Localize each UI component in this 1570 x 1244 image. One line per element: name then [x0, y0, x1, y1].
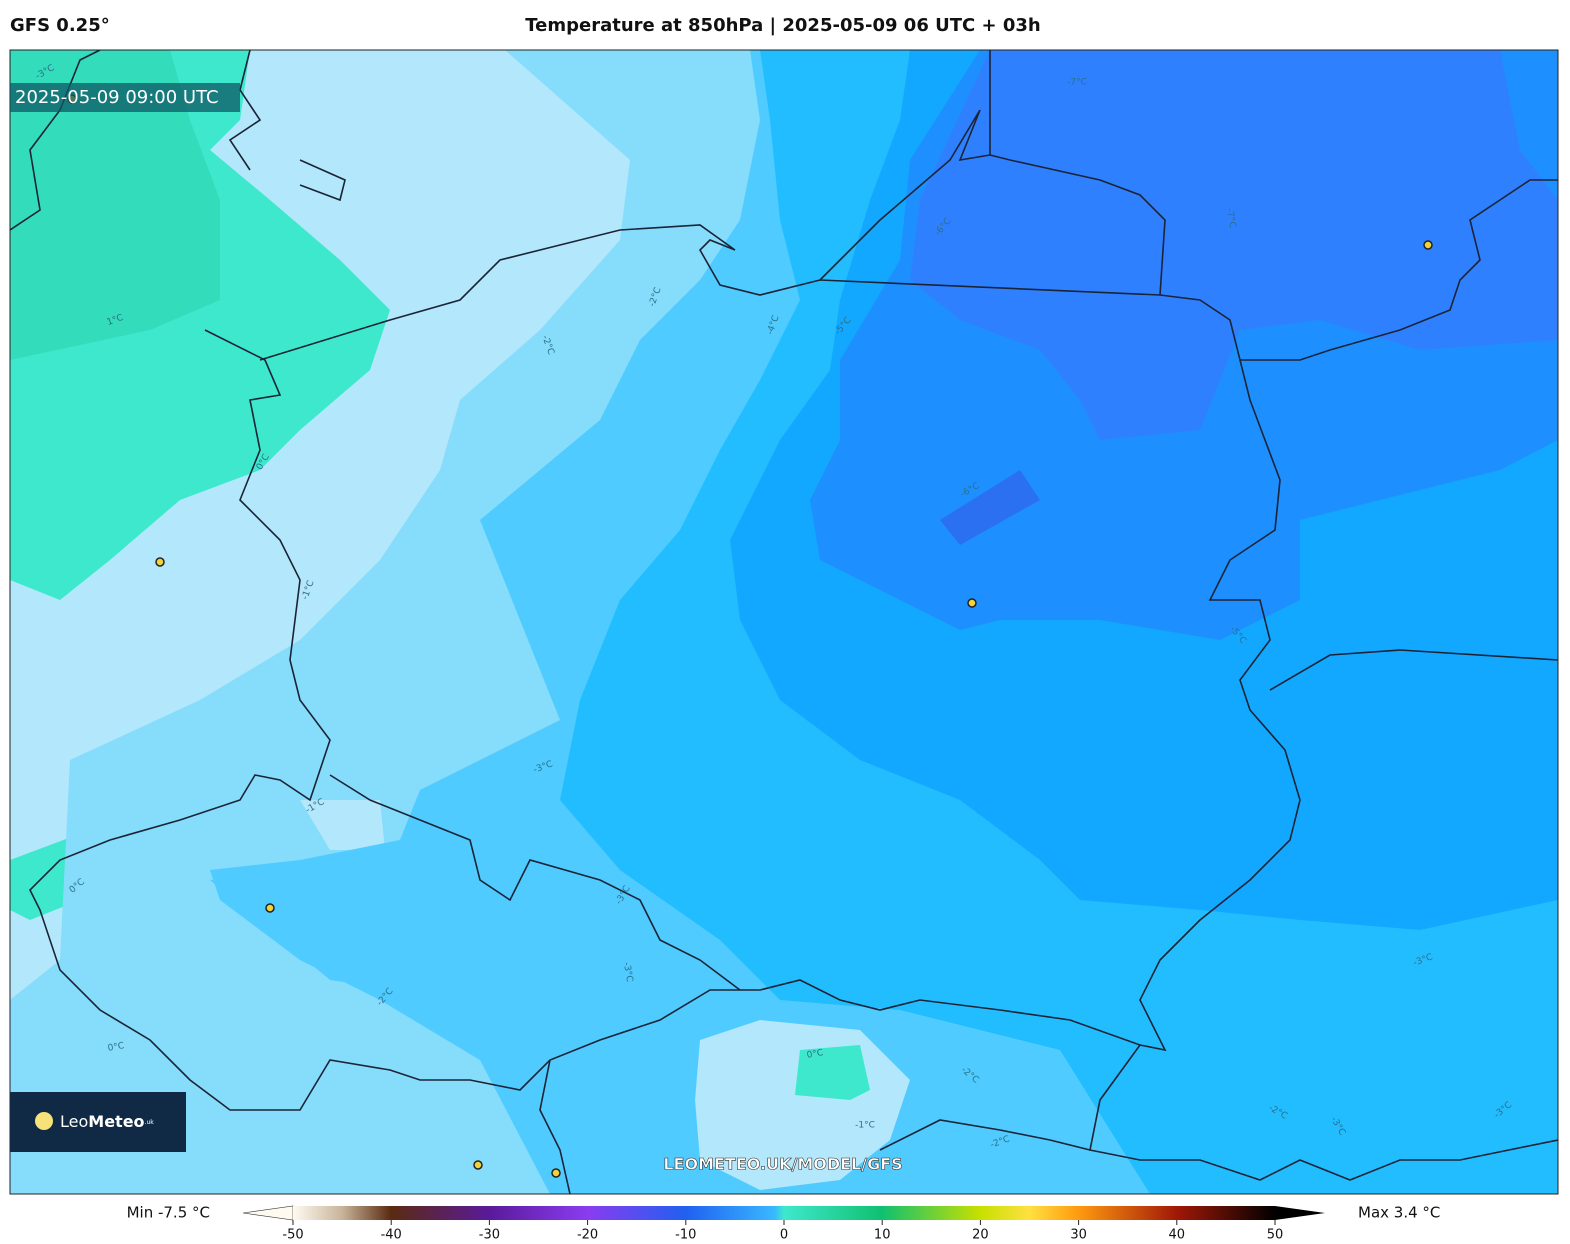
model-name: GFS 0.25° [10, 15, 110, 36]
contour-label: -7°C [1067, 78, 1087, 88]
colorbar-tick-label: -30 [479, 1228, 500, 1243]
colorbar-tick-label: 50 [1267, 1228, 1284, 1243]
colorbar-tick-label: -50 [282, 1228, 303, 1243]
colorbar-low-extend [242, 1205, 294, 1221]
svg-text:LeoMeteo.uk: LeoMeteo.uk [60, 1112, 154, 1131]
colorbar-tick-label: 0 [780, 1228, 788, 1243]
borders [10, 50, 1558, 1194]
logo-meteo: Meteo [88, 1112, 144, 1131]
colorbar-tick-label: -10 [675, 1228, 696, 1243]
min-label: Min -7.5 °C [127, 1204, 210, 1222]
colorbar-tick-label: 10 [874, 1228, 891, 1243]
temperature-field: -3°C1°C0°C-1°C-1°C0°C-2°C0°C-2°C-2°C-3°C… [10, 50, 1558, 1194]
logo-leo: Leo [60, 1112, 88, 1131]
timestamp: 2025-05-09 09:00 UTC [15, 87, 219, 108]
contour-label: 0°C [107, 1041, 125, 1054]
colorbar-tick-label: 20 [972, 1228, 989, 1243]
map-frame [9, 49, 1559, 1195]
colorbar-tick-label: -40 [381, 1228, 402, 1243]
colorbar-tick-label: 30 [1070, 1228, 1087, 1243]
colorbar-high-extend [1275, 1206, 1325, 1220]
contour-label: -7°C [1224, 207, 1237, 228]
colorbar-tick-label: 40 [1169, 1228, 1186, 1243]
logo: LeoMeteo.uk [10, 1092, 186, 1152]
max-label: Max 3.4 °C [1358, 1204, 1440, 1222]
timestamp-box [10, 83, 240, 112]
colorbar-ticks: -50 -40 -30 -20 -10 0 10 20 30 40 50 [282, 1220, 1283, 1243]
logo-suffix: .uk [145, 1119, 155, 1126]
colorbar [293, 1206, 1275, 1220]
contour-label: -3°C [621, 961, 634, 982]
colorbar-tick-label: -20 [577, 1228, 598, 1243]
map-title: Temperature at 850hPa | 2025-05-09 06 UT… [525, 15, 1040, 36]
watermark: LEOMETEO.UK/MODEL/GFS [663, 1155, 902, 1174]
contour-label: 0°C [806, 1048, 824, 1061]
contour-label: -1°C [855, 1121, 875, 1131]
